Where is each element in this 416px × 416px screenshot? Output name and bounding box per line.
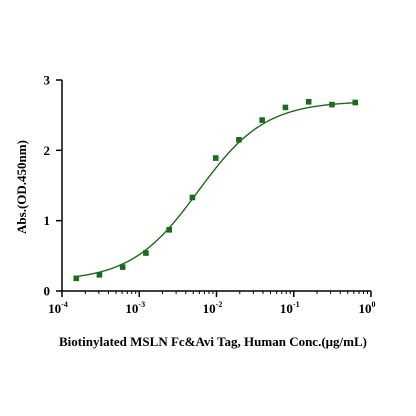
data-point — [212, 155, 219, 161]
axes — [61, 80, 371, 292]
data-point — [143, 250, 149, 256]
data-point — [282, 104, 289, 111]
data-point — [73, 275, 80, 282]
y-axis-ticks: 0 1 2 3 — [44, 73, 62, 299]
y-tick-label: 3 — [44, 73, 51, 88]
data-point — [166, 227, 172, 233]
data-points — [73, 99, 359, 282]
x-axis-label: Biotinylated MSLN Fc&Avi Tag, Human Conc… — [59, 334, 367, 349]
x-tick-label: 10-2 — [203, 300, 223, 316]
data-point — [119, 264, 126, 270]
x-tick-label: 10-1 — [280, 300, 300, 316]
data-point — [329, 101, 335, 108]
y-tick-label: 1 — [44, 213, 51, 228]
data-point — [259, 117, 265, 123]
data-point — [236, 136, 242, 143]
x-tick-label: 10-4 — [48, 300, 68, 316]
data-point — [305, 99, 312, 105]
data-point — [189, 194, 196, 201]
fit-curve — [76, 102, 356, 278]
x-tick-label: 10-3 — [125, 300, 145, 316]
y-axis-label: Abs.(OD.450nm) — [14, 140, 29, 234]
data-point — [352, 99, 359, 106]
data-point — [96, 272, 103, 278]
y-tick-label: 2 — [44, 143, 51, 158]
y-tick-label: 0 — [44, 284, 51, 299]
x-axis-ticks: 10-4 10-3 10-2 10-1 100 — [48, 291, 376, 316]
x-tick-label: 100 — [359, 300, 376, 316]
